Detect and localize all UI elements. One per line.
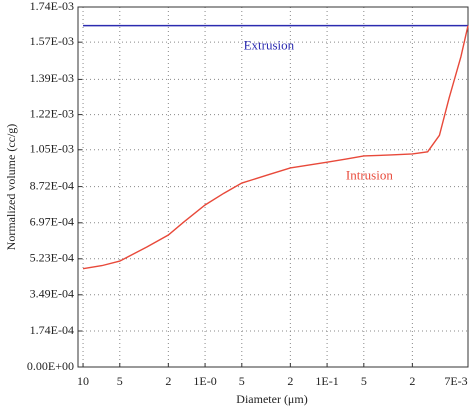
x-tick-label: 5 xyxy=(239,374,245,388)
y-tick-label: 6.97E-04 xyxy=(30,215,74,229)
annotation: Intrusion xyxy=(346,168,393,183)
y-tick-label: 1.39E-03 xyxy=(30,71,74,85)
y-tick-label: 5.23E-04 xyxy=(30,251,74,265)
y-tick-label: 1.57E-03 xyxy=(30,34,74,48)
x-tick-label: 2 xyxy=(409,374,415,388)
x-tick-label: 5 xyxy=(361,374,367,388)
y-tick-label: 0.00E+00 xyxy=(27,359,74,373)
x-tick-label: 2 xyxy=(165,374,171,388)
x-tick-label: 1E-1 xyxy=(315,374,338,388)
x-tick-label: 5 xyxy=(117,374,123,388)
x-tick-label: 7E-3 xyxy=(444,374,467,388)
x-tick-label: 1E-0 xyxy=(193,374,216,388)
y-tick-label: 1.05E-03 xyxy=(30,142,74,156)
y-tick-label: 3.49E-04 xyxy=(30,287,74,301)
x-tick-label: 2 xyxy=(287,374,293,388)
x-axis-label: Diameter (μm) xyxy=(236,392,307,406)
y-tick-label: 1.74E-04 xyxy=(30,323,74,337)
y-tick-label: 1.22E-03 xyxy=(30,106,74,120)
x-tick-label: 10 xyxy=(77,374,89,388)
y-tick-label: 8.72E-04 xyxy=(30,178,74,192)
data-line xyxy=(82,25,469,270)
plot-frame xyxy=(77,6,469,368)
y-tick-label: 1.74E-03 xyxy=(30,0,74,13)
y-axis-label: Normalized volume (cc/g) xyxy=(4,124,18,251)
annotation: Extrusion xyxy=(244,37,295,52)
